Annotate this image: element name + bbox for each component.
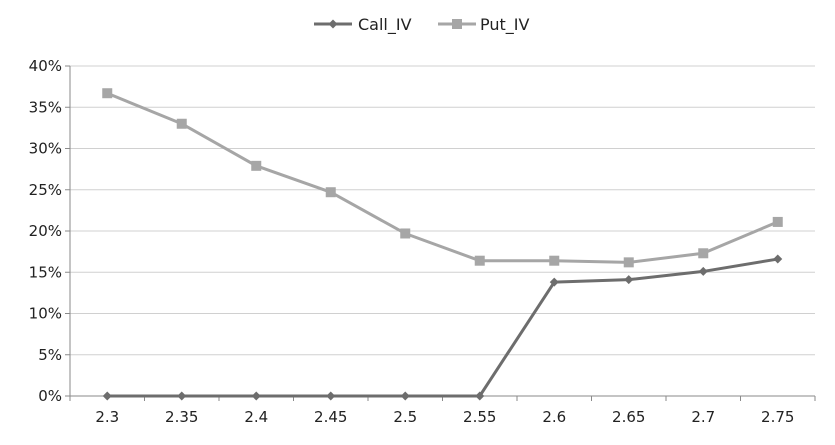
x-tick-label: 2.3 (95, 408, 119, 426)
x-tick-label: 2.75 (761, 408, 794, 426)
series-lines (102, 88, 783, 401)
data-point (698, 266, 708, 276)
data-point (474, 255, 485, 266)
legend: Call_IV Put_IV (314, 15, 530, 35)
series-line (107, 257, 778, 398)
series-call-iv (102, 254, 783, 401)
legend-swatch-marker (452, 19, 462, 29)
data-point (251, 391, 261, 401)
y-tick-label: 35% (29, 98, 62, 116)
data-point (623, 257, 634, 268)
x-tick-label: 2.6 (542, 408, 566, 426)
y-tick-label: 5% (38, 346, 62, 364)
gridlines (70, 65, 815, 356)
data-point (400, 228, 411, 239)
data-point (102, 88, 113, 99)
legend-label: Put_IV (480, 15, 530, 35)
x-tick-label: 2.5 (393, 408, 417, 426)
legend-item: Put_IV (438, 15, 530, 35)
x-axis-tick-labels: 2.3 2.35 2.4 2.45 2.5 2.55 2.6 2.65 2.7 2.75 (95, 408, 794, 426)
y-tick-label: 40% (29, 57, 62, 75)
data-point (326, 391, 336, 401)
data-point (102, 391, 112, 401)
data-point (325, 187, 336, 198)
data-point (772, 216, 783, 227)
y-tick-label: 15% (29, 263, 62, 281)
y-tick-label: 20% (29, 222, 62, 240)
legend-item: Call_IV (314, 15, 412, 35)
series-put-iv (102, 88, 783, 268)
y-axis-tick-labels: 0% 5% 10% 15% 20% 25% 30% 35% 40% (29, 57, 62, 405)
data-point (475, 391, 485, 401)
x-tick-label: 2.55 (463, 408, 496, 426)
y-tick-label: 25% (29, 181, 62, 199)
data-point (549, 255, 560, 266)
data-point (251, 160, 262, 171)
legend-swatch-marker (328, 19, 338, 29)
data-point (773, 254, 783, 264)
data-point (177, 391, 187, 401)
x-tick-label: 2.7 (691, 408, 715, 426)
y-tick-label: 0% (38, 387, 62, 405)
series-line (106, 91, 779, 264)
legend-label: Call_IV (358, 15, 412, 35)
data-point (698, 248, 709, 259)
y-tick-label: 30% (29, 140, 62, 158)
data-point (549, 277, 559, 287)
data-point (624, 275, 634, 285)
y-tick-label: 10% (29, 305, 62, 323)
x-tick-label: 2.4 (244, 408, 268, 426)
data-point (400, 391, 410, 401)
x-tick-label: 2.65 (612, 408, 645, 426)
axes (65, 65, 816, 401)
data-point (176, 118, 187, 129)
x-tick-label: 2.45 (314, 408, 347, 426)
x-tick-label: 2.35 (165, 408, 198, 426)
